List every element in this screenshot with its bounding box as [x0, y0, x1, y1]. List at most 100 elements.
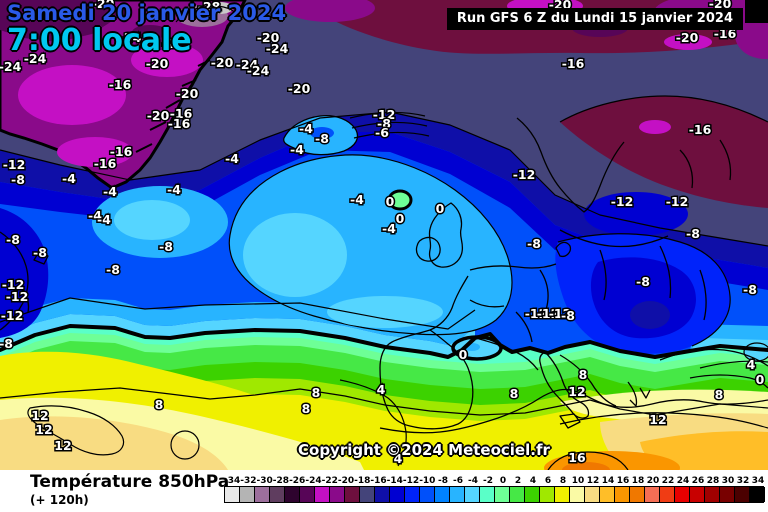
contour-label: -4 [167, 182, 181, 197]
scale-tick: -16 [370, 475, 387, 486]
contour-label: 12 [649, 412, 666, 427]
scale-tick: 18 [631, 475, 645, 486]
scale-tick: 14 [601, 475, 615, 486]
scale-tick: 34 [751, 475, 765, 486]
scale-tick: 4 [529, 475, 537, 486]
contour-label: 0 [459, 347, 468, 362]
contour-label: 8 [715, 387, 724, 402]
contour-label: 8 [510, 386, 519, 401]
scale-cell [480, 487, 495, 502]
contour-label: -24 [266, 41, 289, 56]
scale-tick: 30 [721, 475, 735, 486]
contour-label: -12 [513, 167, 536, 182]
contour-label: -28 [44, 7, 67, 22]
forecast-time: 7:00 locale [7, 23, 192, 59]
contour-label: -20 [257, 30, 280, 45]
scale-cell [225, 487, 240, 502]
contour-lines [0, 5, 768, 470]
scale-tick: 32 [736, 475, 750, 486]
contour-label: -12 [373, 107, 396, 122]
contour-label: 4 [377, 382, 386, 397]
scale-cell [720, 487, 735, 502]
scale-tick: -24 [305, 475, 322, 486]
contour-label: -24 [24, 51, 47, 66]
scale-cell [600, 487, 615, 502]
contour-label: -24 [247, 63, 270, 78]
scale-cell [390, 487, 405, 502]
scale-cell [645, 487, 660, 502]
contour-label: -8 [636, 274, 650, 289]
contour-label: -8 [33, 245, 47, 260]
contour-label: -16 [94, 156, 117, 171]
scale-tick: 8 [559, 475, 567, 486]
forecast-datetime: Samedi 20 janvier 2024 7:00 locale [7, 2, 286, 57]
contour-label: -20 [676, 30, 699, 45]
scale-tick-labels: -34 -32 -30 -28 -26 -24 -22 -20 -18 -16 -14 -12 -10-… [224, 475, 765, 486]
contour-label: -20 [288, 81, 311, 96]
contour-label: -16 [168, 116, 191, 131]
contour-label: -4 [225, 151, 239, 166]
scale-tick: -4 [467, 475, 478, 486]
contour-label: -24 [0, 59, 22, 74]
scale-cell [255, 487, 270, 502]
scale-tick: -12 [402, 475, 420, 486]
scale-cell [630, 487, 645, 502]
legend-subtitle: (+ 120h) [30, 493, 89, 507]
scale-tick: -14 [386, 475, 403, 486]
scale-tick: 20 [646, 475, 660, 486]
scale-tick: 16 [616, 475, 630, 486]
scale-tick: -2 [482, 475, 493, 486]
contour-label: 0 [396, 211, 405, 226]
scale-cell [240, 487, 255, 502]
contour-label: -16 [109, 77, 132, 92]
scale-tick: -28 [272, 475, 290, 486]
scale-tick: 24 [676, 475, 690, 486]
contour-label: -28 [198, 0, 221, 14]
contour-label: -4 [88, 208, 102, 223]
scale-tick: 10 [571, 475, 585, 486]
scale-tick: -30 [256, 475, 273, 486]
coastlines [0, 59, 768, 434]
temperature-scale: -34 -32 -30 -28 -26 -24 -22 -20 -18 -16 -14 -12 -10-… [224, 475, 765, 503]
contour-label: -8 [0, 336, 13, 351]
contour-label: -8 [315, 131, 329, 146]
scale-cell [405, 487, 420, 502]
contour-label: -4 [290, 142, 304, 157]
contour-label: -4 [97, 212, 111, 227]
scale-cell [525, 487, 540, 502]
scale-cell [585, 487, 600, 502]
contour-label: 12 [35, 422, 52, 437]
contour-label: 0 [436, 201, 445, 216]
contour-label: 4 [747, 357, 756, 372]
contour-label: -6 [375, 125, 389, 140]
scale-tick: -8 [437, 475, 448, 486]
scale-cell [300, 487, 315, 502]
scale-cell [735, 487, 750, 502]
contour-label: -16 [170, 106, 193, 121]
scale-cell [570, 487, 585, 502]
scale-cell [660, 487, 675, 502]
scale-cell [750, 487, 765, 502]
contour-label: -24 [119, 30, 142, 45]
contour-label: -16 [110, 144, 133, 159]
contour-label: -28 [162, 36, 185, 51]
contour-label: -12 [666, 194, 689, 209]
scale-cell [360, 487, 375, 502]
scale-cell [345, 487, 360, 502]
contour-label: -8 [377, 116, 391, 131]
contour-label: -20 [146, 56, 169, 71]
contour-label: -8 [11, 172, 25, 187]
scale-cell [270, 487, 285, 502]
contour-label: -20 [176, 86, 199, 101]
contour-label: -8 [686, 226, 700, 241]
scale-tick: -32 [240, 475, 257, 486]
zero-degree-line [0, 324, 768, 359]
contour-label: 12 [568, 384, 585, 399]
scale-tick: 28 [706, 475, 720, 486]
scale-tick: -18 [354, 475, 371, 486]
contour-label: -20 [211, 55, 234, 70]
contour-label: -12 [549, 306, 572, 321]
contour-label: -8 [6, 232, 20, 247]
contour-label: -8 [743, 282, 757, 297]
contour-label: 12 [31, 408, 48, 423]
